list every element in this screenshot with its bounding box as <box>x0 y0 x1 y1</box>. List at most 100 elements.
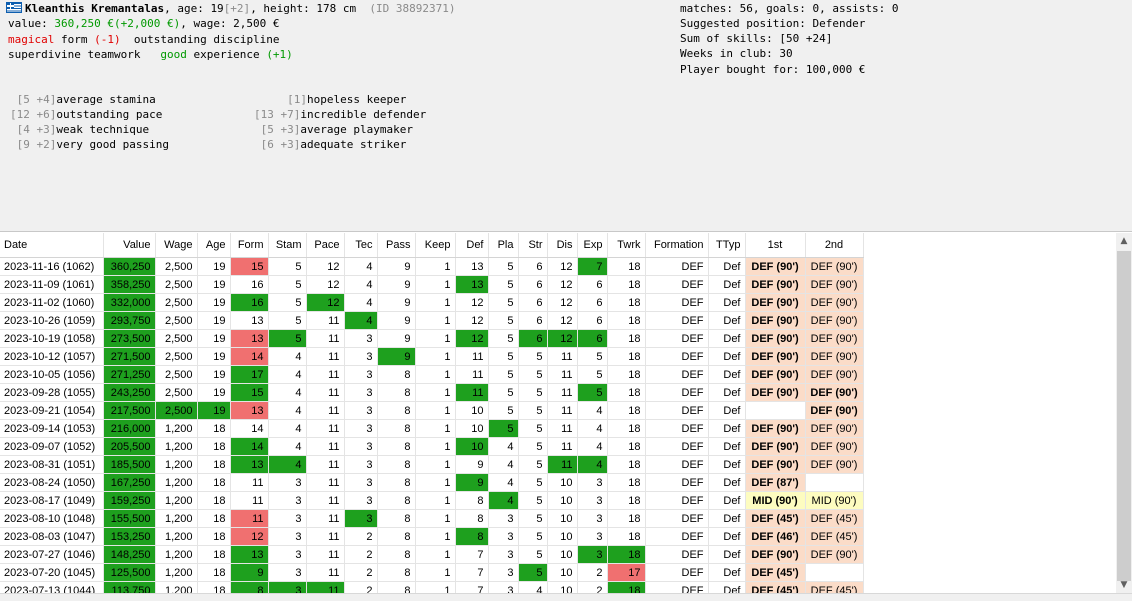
cell-twrk: 18 <box>607 311 646 330</box>
column-header-date[interactable]: Date <box>0 233 104 258</box>
scrollbar-thumb[interactable] <box>1117 251 1131 581</box>
table-row[interactable]: 2023-09-21 (1054) 217,500 2,500 19 13 4 11 3 8 1 1… <box>0 401 864 420</box>
table-row[interactable]: 2023-07-27 (1046) 148,250 1,200 18 13 3 11 2 8 1 7… <box>0 545 864 564</box>
cell-exp: 2 <box>577 563 608 582</box>
cell-str: 5 <box>518 473 548 492</box>
column-header-dis[interactable]: Dis <box>547 233 578 258</box>
cell-age: 18 <box>197 437 231 456</box>
history-table-container[interactable]: Date Value Wage Age Form Stam Pace Tec Pass Keep D… <box>0 233 1116 593</box>
cell-twrk: 18 <box>607 275 646 294</box>
column-header-keep[interactable]: Keep <box>415 233 456 258</box>
scroll-down-arrow-icon[interactable]: ▼ <box>1120 580 1128 590</box>
table-row[interactable]: 2023-10-26 (1059) 293,750 2,500 19 13 5 11 4 9 1 1… <box>0 311 864 330</box>
table-row[interactable]: 2023-08-17 (1049) 159,250 1,200 18 11 3 11 3 8 1 8… <box>0 491 864 510</box>
cell-wage: 1,200 <box>155 437 198 456</box>
column-header-twrk[interactable]: Twrk <box>607 233 646 258</box>
column-header-exp[interactable]: Exp <box>577 233 608 258</box>
column-header-tec[interactable]: Tec <box>344 233 378 258</box>
player-name[interactable]: Kleanthis Kremantalas <box>25 2 165 15</box>
cell-2nd: DEF (45') <box>805 527 864 546</box>
cell-2nd: DEF (90') <box>805 437 864 456</box>
cell-str: 5 <box>518 527 548 546</box>
cell-tec: 3 <box>344 509 378 528</box>
cell-str: 4 <box>518 581 548 593</box>
table-row[interactable]: 2023-10-12 (1057) 271,500 2,500 19 14 4 11 3 9 1 1… <box>0 347 864 366</box>
column-header-formation[interactable]: Formation <box>645 233 709 258</box>
cell-pass: 9 <box>377 293 416 312</box>
cell-date: 2023-08-03 (1047) <box>0 527 104 546</box>
column-header-form[interactable]: Form <box>230 233 269 258</box>
table-row[interactable]: 2023-08-24 (1050) 167,250 1,200 18 11 3 11 3 8 1 9… <box>0 473 864 492</box>
cell-pass: 8 <box>377 491 416 510</box>
cell-keep: 1 <box>415 473 456 492</box>
table-row[interactable]: 2023-07-13 (1044) 113,750 1,200 18 8 3 11 2 8 1 7 3… <box>0 581 864 593</box>
cell-value: 293,750 <box>103 311 156 330</box>
cell-form: 14 <box>230 347 269 366</box>
cell-tec: 3 <box>344 419 378 438</box>
column-header-value[interactable]: Value <box>103 233 156 258</box>
table-row[interactable]: 2023-08-03 (1047) 153,250 1,200 18 12 3 11 2 8 1 8… <box>0 527 864 546</box>
cell-pla: 4 <box>488 491 519 510</box>
skill-technique: [4 +3]weak technique <box>10 123 150 136</box>
cell-2nd: DEF (90') <box>805 347 864 366</box>
player-age: 19 <box>210 2 224 15</box>
column-header-pace[interactable]: Pace <box>306 233 345 258</box>
table-row[interactable]: 2023-10-05 (1056) 271,250 2,500 19 17 4 11 3 8 1 1… <box>0 365 864 384</box>
vertical-scrollbar[interactable]: ▲ ▼ <box>1116 233 1132 593</box>
table-row[interactable]: 2023-09-14 (1053) 216,000 1,200 18 14 4 11 3 8 1 1… <box>0 419 864 438</box>
cell-value: 155,500 <box>103 509 156 528</box>
cell-1st: DEF (46') <box>745 527 806 546</box>
cell-str: 5 <box>518 545 548 564</box>
cell-form: 14 <box>230 437 269 456</box>
table-row[interactable]: 2023-09-28 (1055) 243,250 2,500 19 15 4 11 3 8 1 1… <box>0 383 864 402</box>
cell-formation: DEF <box>645 491 709 510</box>
column-header-def[interactable]: Def <box>455 233 489 258</box>
column-header-ttyp[interactable]: TTyp <box>708 233 746 258</box>
column-header-age[interactable]: Age <box>197 233 231 258</box>
cell-pla: 5 <box>488 311 519 330</box>
cell-pla: 5 <box>488 257 519 276</box>
table-body: 2023-11-16 (1062) 360,250 2,500 19 15 5 12 4 9 1 1… <box>0 257 864 593</box>
cell-1st: DEF (90') <box>745 275 806 294</box>
cell-1st: DEF (90') <box>745 293 806 312</box>
cell-exp: 6 <box>577 311 608 330</box>
cell-pass: 8 <box>377 527 416 546</box>
column-header-1st[interactable]: 1st <box>745 233 806 258</box>
table-row[interactable]: 2023-09-07 (1052) 205,500 1,200 18 14 4 11 3 8 1 1… <box>0 437 864 456</box>
cell-age: 19 <box>197 347 231 366</box>
cell-dis: 11 <box>547 419 578 438</box>
skill-defender: [13 +7]incredible defender <box>254 108 427 121</box>
table-row[interactable]: 2023-08-10 (1048) 155,500 1,200 18 11 3 11 3 8 1 8… <box>0 509 864 528</box>
table-row[interactable]: 2023-11-09 (1061) 358,250 2,500 19 16 5 12 4 9 1 1… <box>0 275 864 294</box>
cell-twrk: 18 <box>607 257 646 276</box>
cell-ttyp: Def <box>708 509 746 528</box>
horizontal-scrollbar[interactable] <box>0 593 1132 601</box>
cell-pla: 4 <box>488 437 519 456</box>
cell-exp: 3 <box>577 491 608 510</box>
cell-wage: 2,500 <box>155 293 198 312</box>
player-header-line: Kleanthis Kremantalas, age: 19[+2], heig… <box>6 1 456 16</box>
cell-stam: 5 <box>268 275 307 294</box>
table-row[interactable]: 2023-10-19 (1058) 273,500 2,500 19 13 5 11 3 9 1 1… <box>0 329 864 348</box>
table-row[interactable]: 2023-08-31 (1051) 185,500 1,200 18 13 4 11 3 8 1 9… <box>0 455 864 474</box>
column-header-str[interactable]: Str <box>518 233 548 258</box>
column-header-2nd[interactable]: 2nd <box>805 233 864 258</box>
cell-exp: 5 <box>577 383 608 402</box>
form-word: magical <box>8 33 55 46</box>
column-header-stam[interactable]: Stam <box>268 233 307 258</box>
cell-pace: 11 <box>306 563 345 582</box>
table-row[interactable]: 2023-11-16 (1062) 360,250 2,500 19 15 5 12 4 9 1 1… <box>0 257 864 276</box>
cell-pace: 11 <box>306 581 345 593</box>
scroll-up-arrow-icon[interactable]: ▲ <box>1120 236 1128 246</box>
table-row[interactable]: 2023-07-20 (1045) 125,500 1,200 18 9 3 11 2 8 1 7 3… <box>0 563 864 582</box>
cell-tec: 4 <box>344 293 378 312</box>
column-header-pla[interactable]: Pla <box>488 233 519 258</box>
table-row[interactable]: 2023-11-02 (1060) 332,000 2,500 19 16 5 12 4 9 1 1… <box>0 293 864 312</box>
cell-exp: 3 <box>577 527 608 546</box>
column-header-wage[interactable]: Wage <box>155 233 198 258</box>
cell-def: 12 <box>455 311 489 330</box>
column-header-pass[interactable]: Pass <box>377 233 416 258</box>
cell-pace: 11 <box>306 473 345 492</box>
cell-age: 18 <box>197 545 231 564</box>
cell-date: 2023-09-21 (1054) <box>0 401 104 420</box>
